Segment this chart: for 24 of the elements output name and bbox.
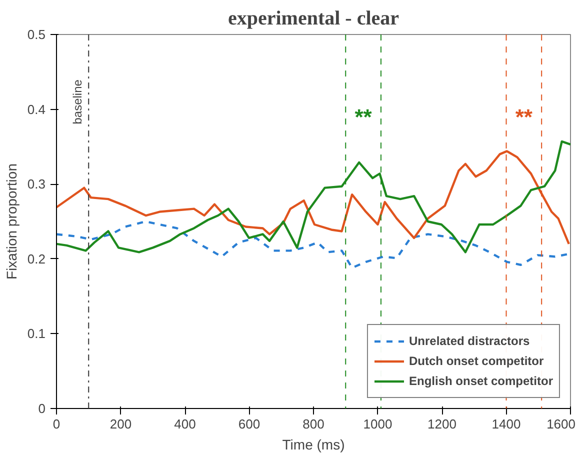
y-tick-label: 0.3: [27, 176, 46, 192]
x-tick-label: 200: [110, 416, 132, 432]
x-tick-label: 0: [52, 416, 60, 432]
legend-label: Unrelated distractors: [408, 334, 530, 348]
x-tick-label: 1600: [546, 416, 576, 432]
ref-line-label: baseline: [70, 79, 85, 124]
y-tick-label: 0.5: [27, 27, 46, 42]
x-tick-label: 1400: [492, 416, 521, 432]
legend-label: Dutch onset competitor: [408, 354, 544, 368]
y-axis-title: Fixation proportion: [3, 164, 20, 280]
y-tick-label: 0.2: [27, 251, 46, 266]
annotation: **: [515, 104, 533, 130]
annotation: **: [354, 104, 372, 130]
x-tick-label: 400: [174, 416, 196, 432]
x-tick-label: 1000: [363, 416, 392, 432]
x-tick-label: 600: [238, 416, 260, 432]
chart-title: experimental - clear: [228, 8, 400, 30]
x-axis-title: Time (ms): [282, 436, 345, 452]
legend-label: English onset competitor: [408, 374, 553, 388]
x-tick-label: 800: [302, 416, 324, 432]
y-tick-label: 0.1: [27, 326, 46, 342]
x-tick-label: 1200: [428, 416, 456, 432]
y-tick-label: 0: [38, 401, 46, 416]
y-tick-label: 0.4: [27, 102, 46, 117]
